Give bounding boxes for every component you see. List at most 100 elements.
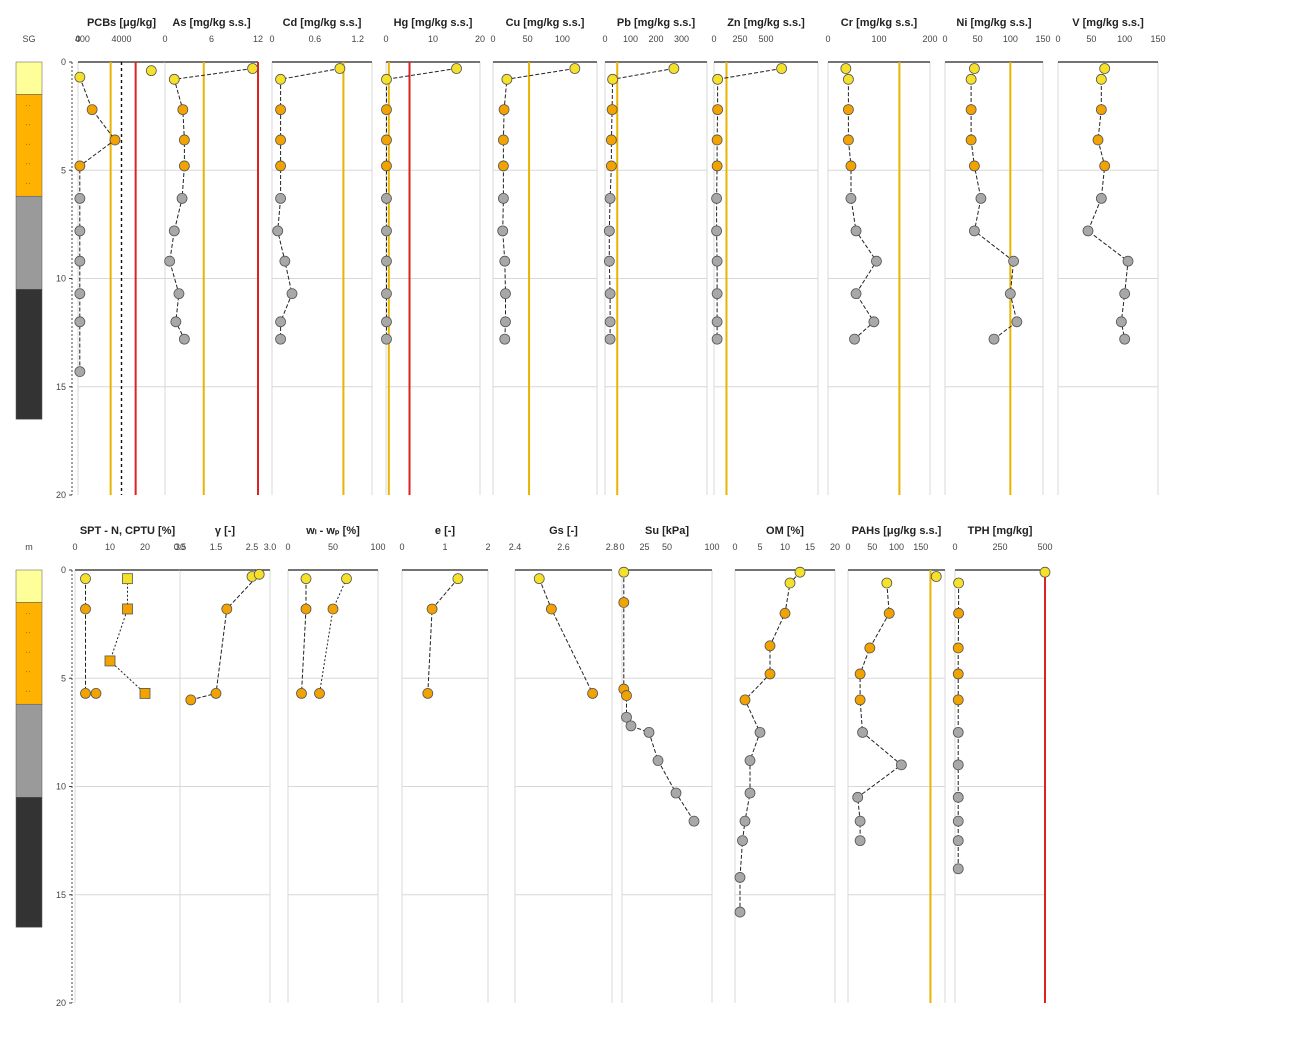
data-point [604,192,616,204]
x-tick-label: 100 [1117,34,1132,44]
data-point [734,906,746,918]
data-point [80,573,91,585]
data-point [74,160,86,172]
data-point [451,63,462,74]
data-point [952,694,964,706]
data-point [452,573,464,585]
data-point [381,255,392,267]
series-line [845,68,878,340]
data-point [74,288,86,300]
data-point [122,603,133,615]
x-tick-label: 3.0 [264,542,277,552]
data-point [605,160,617,172]
data-point [1004,288,1016,300]
x-tick-label: 50 [867,542,877,552]
data-point [176,192,188,204]
data-point [178,333,190,345]
x-tick-label: 100 [555,34,570,44]
data-point [533,573,545,585]
series-line [301,578,307,694]
data-point [1039,566,1051,578]
panel-bottom-1: γ [-] 0.5 1.5 2.5 3.0 [174,525,277,1003]
data-point [275,160,286,172]
panel-title: Cd [mg/kg s.s.] [283,17,362,29]
x-tick-label: 20 [475,34,485,44]
data-point [711,316,723,328]
panel-title: V [mg/kg s.s.] [1072,17,1144,29]
panel-bottom-0: SPT - N, CPTU [%]0 10 20 30 [72,525,185,1003]
x-tick-label: 150 [913,542,928,552]
x-tick-label: 0 [72,542,77,552]
data-point [952,642,964,654]
x-tick-label: 10 [105,542,115,552]
data-point [794,566,806,578]
panel-title: SPT - N, CPTU [%] [80,525,176,537]
panel-title: Cr [mg/kg s.s.] [841,17,918,29]
data-point [275,316,286,328]
data-point [499,255,511,267]
data-point [1099,160,1111,172]
depth-tick-label: 0 [61,565,66,575]
x-tick-label: 100 [704,542,719,552]
x-tick-label: 5 [757,542,762,552]
data-point [170,316,182,328]
x-tick-label: 50 [1086,34,1096,44]
series-line [623,572,695,822]
x-tick-label: 2.8 [606,542,619,552]
data-point [953,577,964,589]
data-point [381,288,392,300]
data-point [497,225,509,237]
strat-unit-dark [15,797,43,928]
x-tick-label: 250 [992,542,1007,552]
x-tick-label: 400 [75,34,90,44]
x-tick-label: 150 [1035,34,1050,44]
data-point [275,73,286,85]
panel-bottom-4: Gs [-] 2.4 2.6 2.8 [509,525,619,1003]
series-line [85,578,96,694]
data-point [296,688,307,699]
panel-top-3: Hg [mg/kg s.s.] 0 10 20 [381,17,485,495]
data-point [286,288,298,300]
data-point [883,607,895,619]
panel-title: As [mg/kg s.s.] [172,17,251,29]
data-point [139,688,151,699]
x-tick-label: 2 [485,542,490,552]
data-point [341,573,352,585]
x-tick-label: 150 [1150,34,1165,44]
data-point [247,63,258,74]
x-tick-label: 1.2 [351,34,364,44]
data-point [952,726,964,738]
depth-tick-label: 10 [56,274,66,284]
data-point [845,160,857,172]
data-point [868,316,880,328]
x-tick-label: 2.5 [246,542,259,552]
data-point [857,726,868,738]
x-tick-label: 0 [942,34,947,44]
data-point [74,316,86,328]
data-point [279,255,291,267]
series-line [716,68,782,340]
x-tick-label: 6 [209,34,214,44]
data-point [74,255,86,267]
data-point [850,288,862,300]
depth-tick-label: 20 [56,998,66,1008]
data-point [843,134,854,146]
panel-title: Gs [-] [549,525,578,537]
data-point [80,603,91,615]
data-point [381,316,392,328]
data-point [952,759,964,771]
data-point [643,726,655,738]
strat-unit-yellow [15,569,43,603]
x-tick-label: 4000 [111,34,131,44]
data-point [426,603,438,615]
data-point [764,668,776,680]
panel-title: Zn [mg/kg s.s.] [727,17,805,29]
x-tick-label: 50 [523,34,533,44]
data-point [711,225,722,237]
data-point [621,711,632,723]
data-point [498,104,510,116]
x-tick-label: 50 [662,542,672,552]
data-point [381,192,392,204]
data-point [988,333,1000,345]
data-point [1082,225,1094,237]
